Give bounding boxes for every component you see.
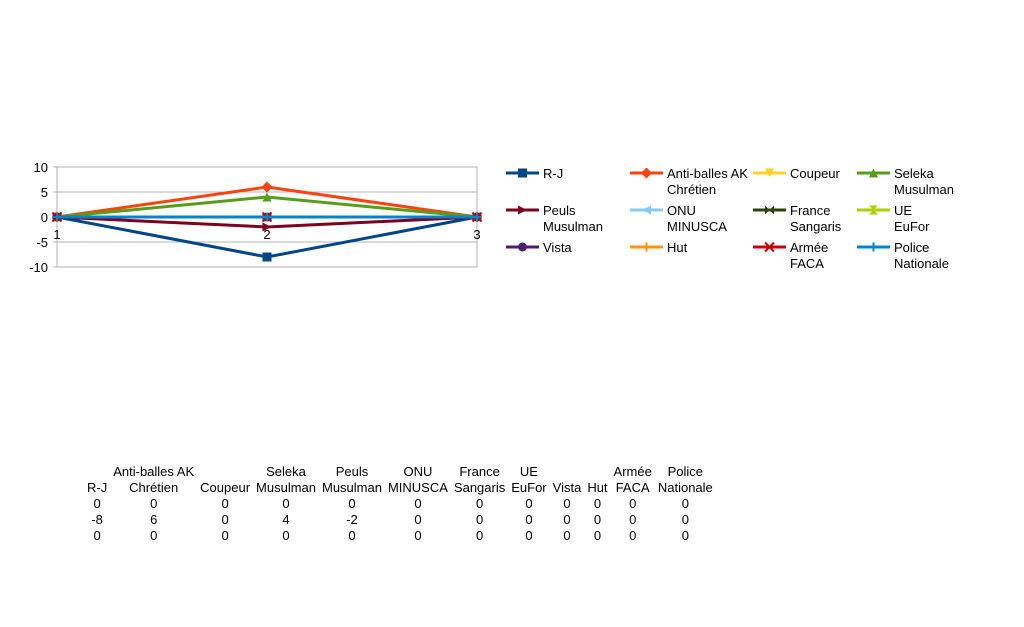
table-cell: 0	[593, 496, 602, 511]
table-header-cell: Peuls Musulman	[322, 464, 382, 495]
legend-swatch-marker	[764, 241, 775, 253]
table-header-cell: Armée FACA	[613, 464, 652, 495]
legend-swatch-marker	[641, 167, 652, 179]
legend-swatch-marker	[869, 242, 878, 252]
table-cell: 0	[414, 528, 422, 543]
table-cell: 0	[150, 496, 158, 511]
table-cell: 0	[93, 496, 101, 511]
table-header-cell: UE EuFor	[511, 464, 547, 495]
table-cell: 6	[150, 512, 158, 527]
x-tick-label: 1	[53, 227, 60, 242]
legend-swatch-marker	[642, 242, 651, 252]
table-row: 0 0 0 0 0 0 0 0 0 0 0 0	[84, 528, 716, 544]
table-cell: 0	[525, 496, 533, 511]
series-point	[261, 181, 273, 193]
table-header-row: R-J Anti-balles AK Chrétien Coupeur Seleka …	[84, 464, 716, 496]
table-cell: 0	[221, 528, 229, 543]
legend-label: Police Nationale	[894, 240, 949, 271]
table-header-cell: Vista	[552, 480, 582, 495]
table-header-cell: ONU MINUSCA	[387, 464, 448, 495]
series-point	[472, 212, 482, 222]
table-cell: 0	[475, 496, 484, 511]
table-header-cell: France Sangaris	[453, 464, 506, 495]
legend-label: UE EuFor	[894, 203, 930, 234]
y-tick-label: 5	[41, 185, 48, 200]
data-table: R-J Anti-balles AK Chrétien Coupeur Seleka …	[84, 464, 716, 544]
legend-label: Vista	[543, 240, 572, 255]
legend-label: Armée FACA	[790, 240, 828, 271]
table-header-cell: Coupeur	[200, 480, 251, 495]
y-tick-label: -5	[36, 235, 48, 250]
table-cell: 0	[414, 512, 422, 527]
table-cell: 4	[282, 512, 290, 527]
table-header-cell: Seleka Musulman	[256, 464, 316, 495]
table-cell: 0	[593, 512, 602, 527]
table-cell: 0	[681, 496, 689, 511]
table-cell: 0	[93, 528, 101, 543]
legend-swatch-marker	[869, 168, 878, 178]
legend-label: France Sangaris	[790, 203, 842, 234]
series-point	[262, 192, 272, 202]
table-cell: 0	[475, 512, 484, 527]
table-cell: 0	[563, 512, 571, 527]
table-cell: 0	[221, 512, 229, 527]
table-header-cell: R-J	[87, 480, 108, 495]
table-cell: 0	[525, 528, 533, 543]
legend-label: Anti-balles AK Chrétien	[667, 166, 748, 197]
table-row: -8 6 0 4 -2 0 0 0 0 0 0 0	[84, 512, 716, 528]
legend-swatch-marker	[869, 205, 878, 215]
legend-swatch-marker	[518, 168, 527, 178]
table-cell: 0	[525, 512, 533, 527]
legend-label: Seleka Musulman	[894, 166, 954, 197]
table-cell: 0	[414, 496, 422, 511]
table-body: 0 0 0 0 0 0 0 0 0 0 0 0 -8 6 0 4 -2 0 0 0 0 0 0 0 0 0 0 0 0 0 0 0 0 0 0 0	[84, 496, 716, 544]
table-cell: 0	[282, 496, 290, 511]
series-point	[52, 212, 62, 222]
legend-label: ONU MINUSCA	[667, 203, 727, 234]
series-point	[262, 252, 272, 262]
legend-swatch-marker	[765, 168, 774, 178]
table-cell: -2	[346, 512, 358, 527]
table-cell: 0	[629, 496, 637, 511]
y-tick-label: 10	[34, 160, 48, 175]
table-cell: 0	[348, 528, 356, 543]
series-point	[262, 222, 272, 232]
legend-swatch-marker	[518, 205, 527, 215]
table-cell: 0	[282, 528, 290, 543]
legend-label: R-J	[543, 166, 563, 181]
table-cell: 0	[150, 528, 158, 543]
legend-swatch-marker	[518, 242, 527, 252]
table-header-cell: Anti-balles AK Chrétien	[113, 464, 195, 495]
y-tick-label: -10	[29, 260, 48, 275]
legend-label: Hut	[667, 240, 688, 255]
table-cell: 0	[629, 528, 637, 543]
legend-swatch-marker	[642, 205, 651, 215]
table-header-cell: Hut	[587, 480, 608, 495]
table-cell: 0	[563, 496, 571, 511]
table-row: 0 0 0 0 0 0 0 0 0 0 0 0	[84, 496, 716, 512]
table-cell: -8	[91, 512, 103, 527]
x-tick-label: 2	[263, 227, 270, 242]
table-cell: 0	[593, 528, 602, 543]
table-cell: 0	[475, 528, 484, 543]
table-header-cell: Police Nationale	[657, 464, 713, 495]
legend-swatch-marker	[765, 205, 774, 215]
legend-label: Coupeur	[790, 166, 841, 181]
table-cell: 0	[563, 528, 571, 543]
y-tick-label: 0	[41, 210, 48, 225]
legend-label: Peuls Musulman	[543, 203, 603, 234]
table-cell: 0	[629, 512, 637, 527]
table-cell: 0	[681, 528, 689, 543]
table-cell: 0	[221, 496, 229, 511]
x-tick-label: 3	[473, 227, 480, 242]
line-chart: 10 5 0 -5 -10 1 2 3 R-J Anti-balles AK Chrétien Cou…	[29, 160, 954, 275]
series-point	[262, 212, 272, 222]
table-cell: 0	[348, 496, 356, 511]
table-cell: 0	[681, 512, 689, 527]
